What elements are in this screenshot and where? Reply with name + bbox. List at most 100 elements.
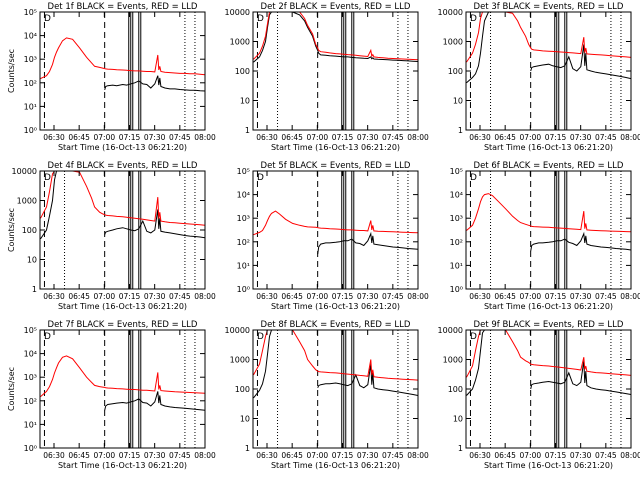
x-tick-label: 07:30	[144, 133, 166, 142]
y-tick-label: 10³	[24, 373, 37, 382]
x-tick-label: 07:15	[332, 451, 354, 460]
legend-marker: D	[257, 14, 264, 24]
x-tick-label: 08:00	[620, 292, 640, 301]
x-tick-label: 07:00	[307, 451, 329, 460]
x-tick-label: 06:45	[281, 292, 303, 301]
x-tick-label: 06:45	[68, 292, 90, 301]
panel-title: Det 4f BLACK = Events, RED = LLD	[48, 161, 198, 171]
x-tick-label: 06:45	[68, 133, 90, 142]
legend-marker: D	[44, 14, 51, 24]
y-tick-label: 1000	[230, 356, 250, 365]
y-tick-label: 10⁰	[24, 444, 37, 453]
y-axis-label: Counts/sec	[7, 208, 16, 252]
series-line-events	[530, 231, 631, 252]
x-tick-label: 07:15	[332, 292, 354, 301]
y-tick-label: 1000	[230, 38, 250, 47]
x-tick-label: 07:30	[570, 292, 592, 301]
x-tick-label: 07:30	[144, 292, 166, 301]
x-tick-label: 07:00	[307, 133, 329, 142]
x-tick-label: 07:15	[119, 451, 141, 460]
panel-title: Det 8f BLACK = Events, RED = LLD	[261, 320, 411, 330]
y-tick-label: 10⁰	[450, 285, 463, 294]
y-tick-label: 10000	[225, 8, 250, 17]
y-tick-label: 10000	[438, 326, 463, 335]
series-line-events	[104, 75, 205, 92]
x-axis-label: Start Time (16-Oct-13 06:21:20)	[484, 143, 613, 152]
legend-marker: D	[470, 14, 477, 24]
y-tick-label: 10⁵	[450, 167, 463, 176]
x-tick-label: 06:45	[281, 133, 303, 142]
x-tick-label: 08:00	[407, 292, 429, 301]
x-tick-label: 06:45	[494, 451, 516, 460]
x-tick-label: 06:30	[256, 451, 278, 460]
y-tick-label: 10	[27, 256, 37, 265]
x-tick-label: 07:45	[595, 451, 617, 460]
series-line-events	[40, 171, 205, 240]
x-tick-label: 07:30	[570, 133, 592, 142]
x-tick-label: 07:30	[357, 133, 379, 142]
x-tick-label: 06:45	[281, 451, 303, 460]
y-tick-label: 10	[240, 97, 250, 106]
series-line-lld	[40, 355, 205, 397]
plot-area	[253, 12, 418, 130]
detector-panel-3: 1 10 100 1000 10000 06:30 06:45 07:00 07:15 07:30…	[438, 2, 640, 152]
y-tick-label: 10³	[450, 214, 463, 223]
y-tick-label: 10¹	[24, 420, 37, 429]
y-axis-label: Counts/sec	[7, 367, 16, 411]
x-tick-label: 07:30	[357, 451, 379, 460]
y-tick-label: 10⁵	[237, 167, 250, 176]
x-tick-label: 08:00	[194, 292, 216, 301]
x-tick-label: 07:15	[545, 451, 567, 460]
series-line-lld	[40, 171, 205, 226]
x-tick-label: 06:45	[494, 292, 516, 301]
series-line-lld	[466, 12, 631, 63]
axes-frame	[465, 11, 632, 131]
series-line-events	[253, 12, 418, 63]
y-tick-label: 100	[22, 226, 37, 235]
x-tick-label: 07:45	[382, 292, 404, 301]
x-tick-label: 07:00	[94, 292, 116, 301]
series-line-lld	[40, 37, 205, 80]
x-axis-label: Start Time (16-Oct-13 06:21:20)	[58, 143, 187, 152]
y-tick-label: 10⁰	[237, 285, 250, 294]
y-tick-label: 1000	[443, 356, 463, 365]
plot-area	[466, 171, 631, 289]
y-tick-label: 1	[32, 285, 37, 294]
y-tick-label: 10³	[24, 55, 37, 64]
axes-frame	[39, 170, 206, 290]
x-axis-label: Start Time (16-Oct-13 06:21:20)	[484, 461, 613, 470]
y-tick-label: 10000	[438, 8, 463, 17]
panel-title: Det 7f BLACK = Events, RED = LLD	[48, 320, 198, 330]
y-tick-label: 10¹	[450, 261, 463, 270]
y-tick-label: 10	[240, 415, 250, 424]
x-tick-label: 06:45	[494, 133, 516, 142]
y-tick-label: 10000	[12, 167, 37, 176]
y-tick-label: 10²	[450, 238, 463, 247]
x-tick-label: 08:00	[407, 133, 429, 142]
y-tick-label: 10	[453, 415, 463, 424]
axes-frame	[39, 11, 206, 131]
x-tick-label: 07:45	[382, 133, 404, 142]
axes-frame	[39, 329, 206, 449]
x-tick-label: 06:30	[43, 292, 65, 301]
series-line-lld	[253, 210, 418, 236]
series-line-events	[104, 391, 205, 411]
series-line-events	[466, 330, 631, 396]
x-tick-label: 07:45	[595, 292, 617, 301]
series-line-events	[253, 330, 418, 399]
series-line-events	[466, 12, 631, 84]
legend-marker: D	[470, 173, 477, 183]
plot-area	[466, 330, 631, 448]
x-tick-label: 08:00	[407, 451, 429, 460]
y-tick-label: 10	[453, 97, 463, 106]
x-tick-label: 07:30	[570, 451, 592, 460]
y-tick-label: 1	[458, 444, 463, 453]
series-line-lld	[466, 193, 631, 233]
x-tick-label: 07:30	[144, 451, 166, 460]
x-tick-label: 06:30	[256, 292, 278, 301]
x-tick-label: 07:15	[545, 133, 567, 142]
y-tick-label: 10⁵	[24, 8, 37, 17]
panel-title: Det 6f BLACK = Events, RED = LLD	[474, 161, 624, 171]
